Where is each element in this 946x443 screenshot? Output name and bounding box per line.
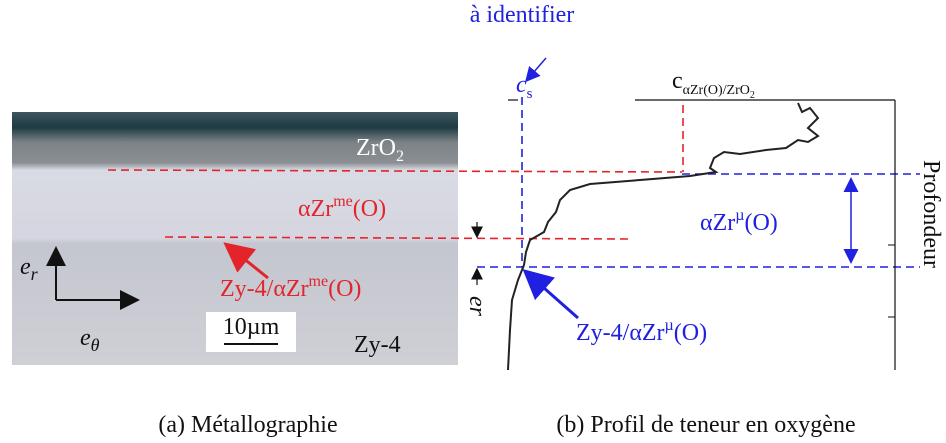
- er-label: er: [20, 254, 39, 284]
- cs-label: cs: [516, 72, 533, 102]
- t: ZrO: [356, 135, 396, 161]
- interface-b-label: Zy-4/αZrµ(O): [576, 317, 707, 346]
- t: e: [20, 254, 31, 280]
- t: me: [309, 273, 329, 290]
- t: (O): [328, 276, 361, 302]
- scale-label: 10µm: [223, 314, 280, 340]
- t: (O): [353, 196, 386, 222]
- t: r: [31, 264, 39, 284]
- etheta-label: eθ: [80, 325, 100, 355]
- t: αZr(O)/ZrO: [683, 83, 750, 98]
- scale-bar-box: [206, 312, 296, 352]
- t: (O): [744, 210, 777, 236]
- interface-a-label: Zy-4/αZrme(O): [220, 273, 361, 302]
- t: Zy-4/αZr: [220, 276, 309, 302]
- t: c: [516, 72, 527, 98]
- t: c: [672, 68, 683, 94]
- profile: à identifier cs cαZr(O)/ZrO2 αZrµ(O) Zy-…: [464, 2, 944, 371]
- interface-arrow: [223, 242, 269, 280]
- caption-a: (a) Métallographie: [158, 412, 337, 438]
- t: e: [80, 325, 91, 351]
- alpha-label: αZrme(O): [298, 193, 386, 222]
- alpha-mu-label: αZrµ(O): [700, 207, 778, 236]
- t: Zy-4/αZr: [576, 320, 665, 346]
- t: s: [527, 86, 533, 102]
- t: µ: [735, 207, 744, 224]
- t: 2: [396, 148, 404, 165]
- ceq-label: cαZr(O)/ZrO2: [672, 68, 755, 101]
- red-guide: [107, 169, 683, 173]
- t: αZr: [700, 210, 735, 236]
- t: e: [464, 296, 490, 307]
- depth-axis-label: Profondeur: [918, 160, 944, 268]
- interface-arrow: [522, 269, 579, 320]
- er-thickness-label: er: [464, 296, 490, 317]
- profile-curve: [507, 102, 820, 371]
- annotation-arrow: [525, 57, 547, 83]
- annotation: à identifier: [470, 2, 575, 28]
- t: (O): [674, 320, 707, 346]
- caption-b: (b) Profil de teneur en oxygène: [556, 412, 855, 438]
- t: 2: [750, 90, 755, 101]
- t: αZr: [298, 196, 333, 222]
- t: θ: [91, 335, 100, 355]
- substrate-label: Zy-4: [354, 332, 401, 358]
- zro2-label: ZrO2: [356, 135, 404, 165]
- guides: [107, 97, 920, 268]
- micrograph: 10µm ZrO2 αZrme(O) Zy-4/αZrme(O) er eθ Z…: [12, 112, 458, 365]
- t: me: [333, 193, 353, 210]
- t: r: [464, 307, 490, 317]
- t: µ: [665, 317, 674, 334]
